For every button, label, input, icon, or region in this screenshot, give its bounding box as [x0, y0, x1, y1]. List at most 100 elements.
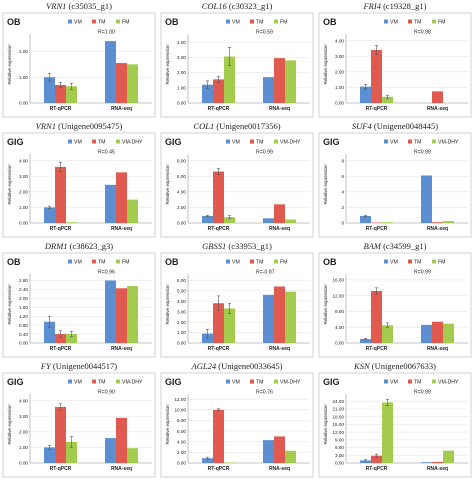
y-tick-label: 8.00 — [177, 418, 186, 423]
gene-name: GBSS1 — [202, 241, 227, 251]
legend-label: TM — [98, 20, 106, 26]
y-tick-label: 6.00 — [177, 278, 186, 283]
y-tick-label: 4.00 — [335, 38, 344, 43]
chart-svg: GIG VM TM VM-DHY R=0.90 Relative expression 0.… — [2, 372, 156, 478]
correlation-value: R=0.99 — [414, 150, 431, 156]
y-tick-label: 9.00 — [335, 438, 344, 443]
bar — [44, 77, 55, 103]
legend-label: VM — [74, 380, 82, 386]
x-category-label: RT-qPCR — [366, 106, 388, 112]
bar — [274, 286, 285, 343]
bar — [116, 417, 127, 463]
bar — [66, 222, 77, 223]
legend-swatch — [92, 259, 96, 264]
legend-label: VM-DHY — [438, 380, 459, 386]
bar — [55, 406, 66, 463]
gene-id: (Unigene0017356) — [216, 121, 281, 131]
legend-swatch — [384, 379, 388, 384]
y-tick-label: 4.00 — [177, 40, 186, 45]
bar — [285, 60, 296, 103]
chart-svg: OB VM TM FM R=0.98 Relative expression 0.00 1.0… — [318, 12, 472, 118]
gene-id: (c33953_g1) — [228, 241, 272, 251]
gene-name: COL1 — [193, 121, 215, 131]
bar — [371, 290, 382, 343]
x-category-label: RNA-seq — [427, 106, 448, 112]
x-category-label: RT-qPCR — [366, 226, 388, 232]
legend-swatch — [432, 19, 436, 24]
sample-tag: GIG — [165, 377, 182, 387]
y-tick-label: 1.00 — [177, 85, 186, 90]
bar — [116, 63, 127, 103]
chart-title: VRN1 (Unigene0095475) — [0, 121, 158, 131]
y-axis-label: Relative expression — [7, 44, 12, 85]
bar — [55, 334, 66, 343]
bar — [116, 172, 127, 223]
gene-id: (c35035_g1) — [68, 1, 112, 11]
y-tick-label: 1.60 — [19, 305, 28, 310]
y-tick-label: 3.00 — [177, 309, 186, 314]
chart-panel: COL16 (c30323_g1) OB VM TM FM R=0.59 Relative … — [158, 0, 316, 120]
y-tick-label: 6 — [341, 174, 344, 179]
legend-label: FM — [280, 260, 288, 266]
chart-title: FRI4 (c19328_g1) — [316, 1, 474, 11]
gene-name: COL16 — [201, 1, 227, 11]
sample-tag: GIG — [323, 377, 340, 387]
legend-label: VM-DHY — [280, 380, 301, 386]
bar — [432, 222, 443, 223]
sample-tag: GIG — [323, 137, 340, 147]
bar — [421, 175, 432, 223]
x-category-label: RNA-seq — [111, 106, 132, 112]
bar — [213, 409, 224, 463]
x-category-label: RNA-seq — [269, 226, 290, 232]
y-tick-label: 0.00 — [19, 101, 28, 106]
bar — [224, 462, 235, 463]
correlation-value: R=0.96 — [98, 270, 115, 276]
bar — [127, 199, 138, 223]
y-tick-label: 4 — [341, 190, 344, 195]
bar — [105, 184, 116, 223]
legend-swatch — [432, 139, 436, 144]
bar — [371, 455, 382, 463]
bar — [432, 461, 443, 463]
bar — [116, 288, 127, 343]
legend-label: TM — [414, 140, 422, 146]
legend-swatch — [92, 379, 96, 384]
legend-swatch — [250, 259, 254, 264]
chart-title: SUF4 (Unigene0048445) — [316, 121, 474, 131]
bar — [274, 436, 285, 463]
legend-swatch — [250, 19, 254, 24]
x-category-label: RNA-seq — [111, 466, 132, 472]
x-category-label: RT-qPCR — [366, 466, 388, 472]
chart-panel: SUF4 (Unigene0048445) GIG VM TM VM-DHY R=0.99… — [316, 120, 474, 240]
y-tick-label: 6.00 — [335, 445, 344, 450]
y-tick-label: 6.00 — [177, 174, 186, 179]
y-tick-label: 18.00 — [333, 414, 345, 419]
chart-svg: GIG VM TM VM-DHY R=0.99 Relative expression 0.… — [318, 372, 472, 478]
sample-tag: OB — [7, 17, 21, 27]
chart-svg: OB VM TM FM R=0.96 Relative expression 0.00 0.4… — [2, 252, 156, 358]
y-tick-label: 4.00 — [177, 439, 186, 444]
y-tick-label: 1.00 — [19, 445, 28, 450]
bar — [263, 218, 274, 223]
x-category-label: RT-qPCR — [208, 466, 230, 472]
legend-label: FM — [438, 20, 446, 26]
sample-tag: OB — [7, 257, 21, 267]
y-tick-label: 2.00 — [335, 70, 344, 75]
correlation-value: R=0.99 — [256, 150, 273, 156]
correlation-value: R=0.45 — [98, 150, 115, 156]
y-tick-label: 8.00 — [177, 158, 186, 163]
y-tick-label: 0.00 — [335, 461, 344, 466]
legend-label: VM — [232, 20, 240, 26]
y-tick-label: 3.00 — [335, 453, 344, 458]
y-tick-label: 12.00 — [333, 430, 345, 435]
sample-tag: OB — [165, 257, 179, 267]
legend-label: VM-DHY — [122, 380, 143, 386]
y-tick-label: 0.40 — [19, 332, 28, 337]
bar — [202, 84, 213, 103]
bar — [360, 215, 371, 223]
chart-svg: OB VM TM FM R=1.00 Relative expression 0.00 1.0… — [2, 12, 156, 118]
y-tick-label: 0.00 — [177, 101, 186, 106]
gene-name: FY — [40, 361, 51, 371]
y-tick-label: 8.00 — [335, 309, 344, 314]
y-tick-label: 2.00 — [177, 70, 186, 75]
